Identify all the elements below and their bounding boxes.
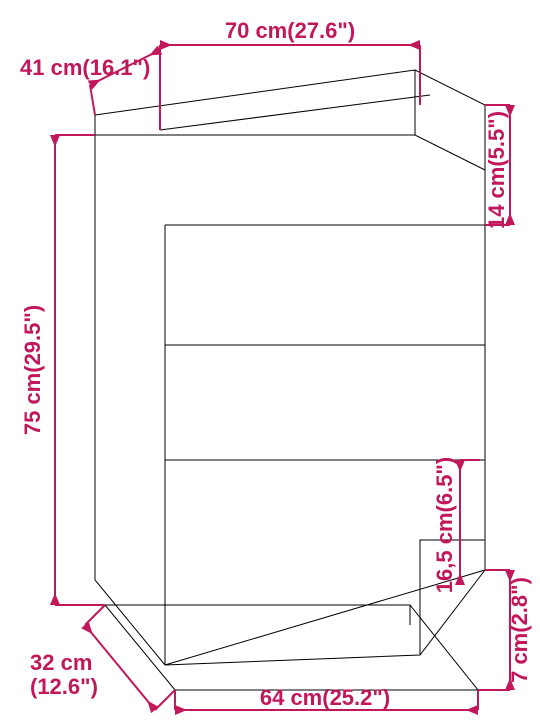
dim-label-gap_h: 16,5 cm(6.5") [432,457,457,593]
dim-label-base_d-0: 32 cm [30,650,92,675]
dim-label-depth_top: 41 cm(16.1") [20,55,150,80]
dim-label-base_h: 7 cm(2.8") [507,577,532,683]
dim-drawer_h: 14 cm(5.5") [484,105,510,229]
dim-label-base_w: 64 cm(25.2") [260,685,390,710]
dim-label-drawer_h: 14 cm(5.5") [484,111,509,229]
dim-label-base_d-1: (12.6") [30,674,98,699]
dim-label-height_left: 75 cm(29.5") [20,305,45,435]
dim-label-width_top: 70 cm(27.6") [225,18,355,43]
